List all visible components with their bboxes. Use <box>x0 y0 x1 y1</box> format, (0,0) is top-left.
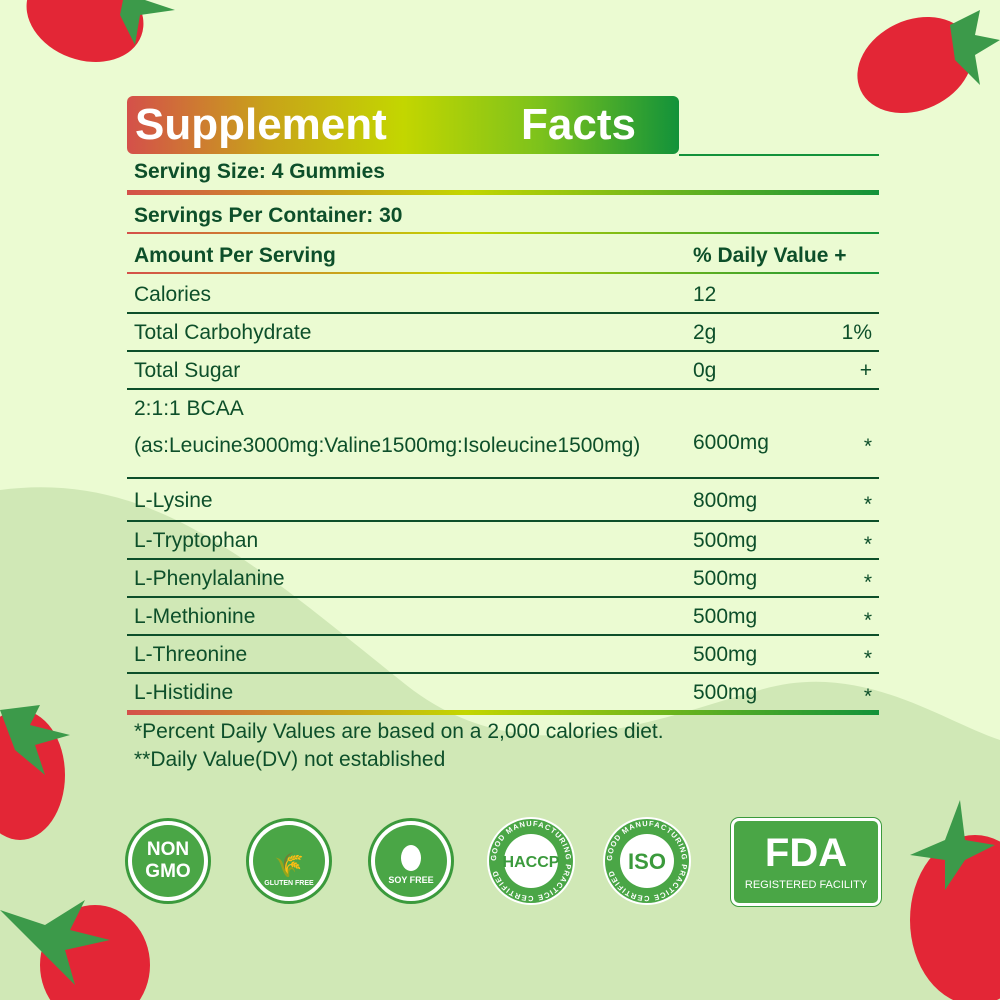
badge-text: SOY FREE <box>388 875 434 885</box>
badge-text: REGISTERED FACILITY <box>744 879 868 891</box>
nutrient-amount: 6000mg <box>693 431 769 454</box>
nutrient-dv: * <box>863 493 872 516</box>
title-word: Supplement <box>135 100 387 149</box>
nutrient-name: Calories <box>134 283 212 306</box>
page-title: Supplement Facts <box>127 96 679 154</box>
title-word: Facts <box>521 100 636 149</box>
divider <box>679 154 879 156</box>
non-gmo-badge: NON GMO <box>125 818 211 904</box>
nutrient-amount: 800mg <box>693 489 758 512</box>
nutrient-dv: * <box>863 533 872 556</box>
strawberry-image <box>0 705 70 840</box>
divider <box>127 710 879 715</box>
divider <box>127 477 879 479</box>
badge-text: ISO <box>628 849 666 874</box>
divider <box>127 350 879 352</box>
divider <box>127 312 879 314</box>
wheat-icon: 🌾 <box>274 852 304 879</box>
divider <box>127 232 879 234</box>
strawberry-image <box>0 900 150 1000</box>
nutrient-amount: 500mg <box>693 643 758 666</box>
badge-text: GLUTEN FREE <box>264 880 314 887</box>
nutrient-name: L-Tryptophan <box>134 529 259 552</box>
strawberry-image <box>26 0 175 63</box>
nutrient-dv: * <box>863 647 872 670</box>
fda-badge: FDA REGISTERED FACILITY <box>731 818 881 906</box>
nutrient-amount: 0g <box>693 359 717 382</box>
soy-free-badge: SOY FREE <box>368 818 454 904</box>
nutrient-dv: + <box>859 359 872 382</box>
footnote: **Daily Value(DV) not established <box>134 748 446 771</box>
nutrient-amount: 500mg <box>693 567 758 590</box>
dv-header: % Daily Value + <box>693 244 847 267</box>
strawberry-image <box>857 10 1000 114</box>
serving-size: Serving Size: 4 Gummies <box>134 160 385 183</box>
fda-logo: FDA <box>764 831 848 875</box>
amount-header: Amount Per Serving <box>134 244 336 267</box>
iso-badge: GOOD MANUFACTURING PRACTICE CERTIFIED IS… <box>603 817 691 905</box>
nutrient-name: L-Lysine <box>134 489 213 512</box>
nutrient-name: Total Carbohydrate <box>134 321 312 344</box>
nutrient-name: Total Sugar <box>134 359 241 382</box>
nutrient-name: L-Threonine <box>134 643 248 666</box>
divider <box>127 272 879 274</box>
badge-text: GMO <box>145 861 191 882</box>
nutrient-name: L-Methionine <box>134 605 256 628</box>
footnote: *Percent Daily Values are based on a 2,0… <box>134 720 664 743</box>
nutrient-amount: 500mg <box>693 605 758 628</box>
nutrient-amount: 500mg <box>693 681 758 704</box>
nutrient-dv: * <box>863 609 872 632</box>
nutrient-amount: 2g <box>693 321 717 344</box>
nutrient-amount: 500mg <box>693 529 758 552</box>
servings-per-container: Servings Per Container: 30 <box>134 204 403 227</box>
nutrient-name: L-Phenylalanine <box>134 567 285 590</box>
divider <box>127 634 879 636</box>
badge-text: HACCP <box>503 854 560 871</box>
divider <box>127 388 879 390</box>
strawberry-image <box>910 800 1000 1000</box>
nutrient-name: 2:1:1 BCAA <box>134 397 244 420</box>
divider <box>127 672 879 674</box>
nutrient-amount: 12 <box>693 283 717 306</box>
nutrient-dv: * <box>863 685 872 708</box>
divider <box>127 596 879 598</box>
divider <box>127 520 879 522</box>
divider <box>127 558 879 560</box>
gluten-free-badge: 🌾 GLUTEN FREE <box>246 818 332 904</box>
soybean-icon <box>401 845 421 871</box>
nutrient-dv: * <box>863 571 872 594</box>
nutrient-dv: 1% <box>841 321 872 344</box>
haccp-badge: GOOD MANUFACTURING PRACTICE CERTIFIED HA… <box>487 817 575 905</box>
nutrient-detail: (as:Leucine3000mg:Valine1500mg:Isoleucin… <box>134 434 641 457</box>
divider <box>127 190 879 195</box>
nutrient-name: L-Histidine <box>134 681 234 704</box>
nutrient-dv: * <box>863 435 872 458</box>
badge-text: NON <box>146 839 190 860</box>
